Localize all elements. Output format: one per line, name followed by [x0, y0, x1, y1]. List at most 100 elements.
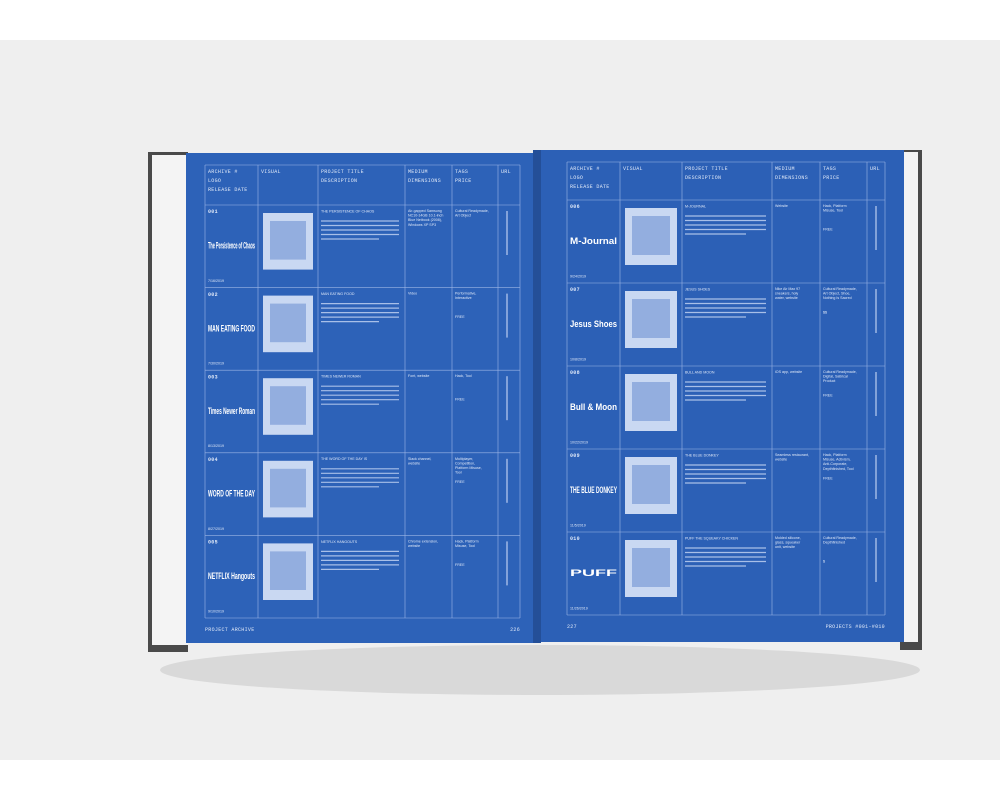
price: FREE	[823, 476, 833, 480]
release-date: 11/26/2019	[570, 606, 588, 610]
project-logo: The Persistence of Chaos	[208, 241, 255, 251]
price: $$	[823, 310, 827, 314]
price: FREE	[455, 563, 465, 567]
gutter	[533, 150, 541, 643]
project-logo: PUFF	[570, 568, 618, 578]
archive-number: 010	[570, 536, 580, 542]
column-header: ARCHIVE #	[208, 169, 238, 175]
medium: Seamless restaurant, website	[775, 453, 809, 462]
visual-detail	[632, 548, 670, 587]
visual-detail	[270, 221, 306, 260]
archive-number: 005	[208, 540, 218, 546]
project-title: M-JOURNAL	[685, 204, 706, 208]
medium: iOS app, website	[775, 370, 802, 374]
column-header: MEDIUM	[775, 166, 795, 172]
release-date: 9/10/2019	[208, 609, 224, 613]
price: FREE	[455, 315, 465, 319]
price: FREE	[823, 227, 833, 231]
visual-detail	[632, 382, 670, 421]
medium: Slack channel, website	[408, 457, 431, 466]
footer-left: PROJECT ARCHIVE	[205, 627, 255, 633]
release-date: 7/16/2019	[208, 279, 224, 283]
price: FREE	[455, 480, 465, 484]
column-header: DIMENSIONS	[408, 178, 441, 184]
project-logo: WORD OF THE DAY	[208, 488, 255, 498]
project-title: TIMES NEWER ROMAN	[321, 375, 361, 379]
medium: Air-gapped Samsung NC10-14GB 10.1-inch Blu…	[408, 209, 443, 227]
column-header: TAGS	[823, 166, 836, 172]
tags: Performative, Interactive	[455, 292, 476, 301]
column-header: PROJECT TITLE	[685, 166, 728, 172]
column-header: MEDIUM	[408, 169, 428, 175]
tags: Cultural Readymade, Art Object, Shoe, Noth…	[823, 287, 857, 300]
release-date: 7/30/2019	[208, 362, 224, 366]
project-logo: M-Journal	[570, 236, 617, 246]
project-logo: Jesus Shoes	[570, 319, 617, 329]
visual-detail	[270, 551, 306, 590]
page-edges-left	[152, 155, 188, 645]
medium: Font, website	[408, 375, 429, 379]
archive-number: 009	[570, 453, 580, 459]
column-header: URL	[870, 166, 880, 172]
project-title: THE BLUE DONKEY	[685, 453, 719, 457]
visual-detail	[270, 468, 306, 508]
price: FREE	[823, 393, 833, 397]
project-logo: NETFLIX Hangouts	[208, 571, 255, 581]
column-header: TAGS	[455, 169, 468, 175]
project-title: MAN EATING FOOD	[321, 292, 355, 296]
release-date: 11/5/2019	[570, 523, 586, 527]
column-header: ARCHIVE #	[570, 166, 600, 172]
column-header: RELEASE DATE	[570, 184, 610, 190]
content: ARCHIVE # LOGO RELEASE DATE VISUAL PROJECT T…	[204, 161, 886, 633]
column-header: PRICE	[455, 178, 472, 184]
column-header: PRICE	[823, 175, 840, 181]
medium: Website	[775, 204, 788, 208]
column-header: DIMENSIONS	[775, 175, 808, 181]
column-header: LOGO	[208, 178, 221, 184]
tags: Multiplayer, Competition, Platform Misuse,…	[455, 457, 482, 475]
archive-number: 006	[570, 204, 580, 210]
medium: Video	[408, 292, 417, 296]
tags: Hack, Platform Misuse, Tool	[455, 540, 479, 549]
column-header: RELEASE DATE	[208, 187, 248, 193]
column-header: VISUAL	[623, 166, 643, 172]
tags: Cultural Readymade, Depthfinished	[823, 536, 857, 545]
tags: Hack, Tool	[455, 375, 472, 379]
archive-number: 001	[208, 209, 218, 215]
project-logo: Times Newer Roman	[208, 406, 255, 416]
visual-detail	[632, 299, 670, 338]
column-header: DESCRIPTION	[685, 175, 721, 181]
price: FREE	[455, 398, 465, 402]
archive-number: 004	[208, 457, 218, 463]
tags: Cultural Readymade, Art Object	[455, 209, 489, 218]
archive-number: 008	[570, 370, 580, 376]
page-edges-right	[902, 152, 918, 642]
shadow	[160, 645, 920, 695]
footer-right: 226	[510, 627, 520, 633]
project-logo: Bull & Moon	[570, 402, 617, 412]
column-header: URL	[501, 169, 511, 175]
project-title: THE WORD OF THE DAY IS	[321, 457, 368, 461]
visual-detail	[632, 465, 670, 504]
footer-right: PROJECTS #001-#010	[826, 624, 885, 630]
project-logo: MAN EATING FOOD	[208, 323, 255, 333]
archive-number: 003	[208, 374, 218, 380]
column-header: LOGO	[570, 175, 583, 181]
medium: Molded silicone, glass, squeaker unit, web…	[775, 536, 801, 549]
project-logo: THE BLUE DONKEY	[570, 485, 617, 495]
visual-detail	[270, 386, 306, 425]
project-title: PUFF THE SQUEAKY CHICKEN	[685, 536, 738, 540]
tags: Cultural Readymade, Digital, Satirical Pro…	[823, 370, 857, 383]
project-title: THE PERSISTENCE OF CHAOS	[321, 209, 375, 213]
project-title: JESUS SHOES	[685, 287, 711, 291]
column-header: DESCRIPTION	[321, 178, 357, 184]
column-header: VISUAL	[261, 169, 281, 175]
visual-detail	[632, 216, 670, 255]
price: $	[823, 559, 825, 563]
release-date: 10/22/2019	[570, 440, 588, 444]
release-date: 10/8/2019	[570, 357, 586, 361]
release-date: 9/24/2019	[570, 274, 586, 278]
visual-detail	[270, 303, 306, 343]
project-title: NETFLIX HANGOUTS	[321, 540, 358, 544]
